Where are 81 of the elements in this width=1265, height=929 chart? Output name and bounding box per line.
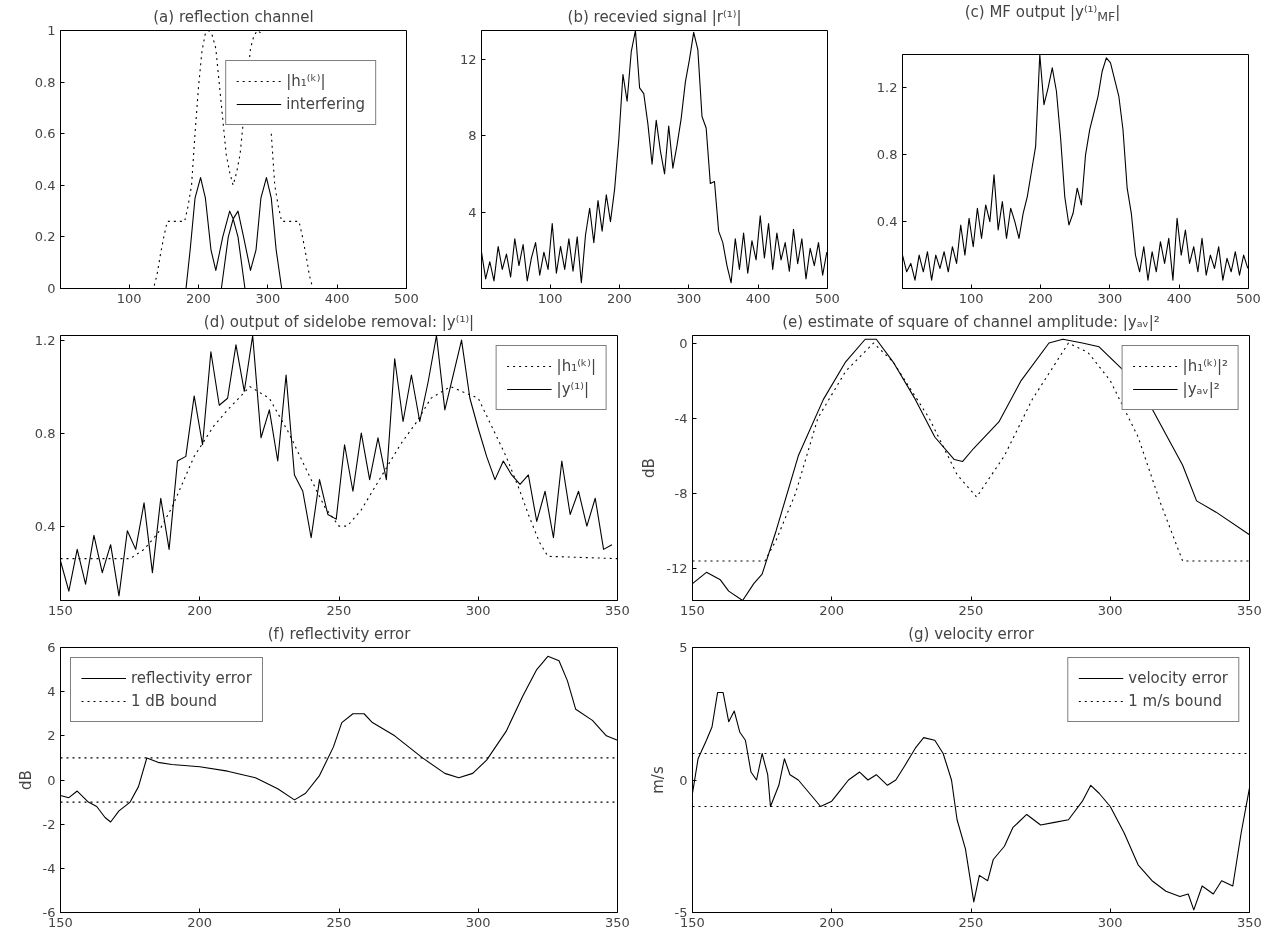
chart-title: (c) MF output |y⁽¹⁾$_{MF}$| — [963, 2, 1122, 26]
x-tick-label: 250 — [958, 602, 984, 618]
x-tick-label: 400 — [745, 290, 771, 306]
x-tick-label: 350 — [605, 914, 630, 929]
x-tick-label: 200 — [819, 602, 845, 618]
chart-title: (d) output of sidelobe removal: |y⁽¹⁾| — [203, 312, 475, 331]
line-series — [692, 338, 1250, 601]
y-tick-label: 6 — [47, 640, 56, 655]
y-tick-label: 4 — [47, 684, 56, 700]
x-tick-label: 200 — [1028, 290, 1053, 306]
y-tick-label: -4 — [674, 410, 688, 426]
y-tick-label: 0 — [679, 772, 688, 788]
y-tick-label: -8 — [674, 485, 688, 501]
legend-label: |h₁⁽ᵏ⁾| — [286, 72, 326, 90]
x-tick-label: 100 — [116, 290, 142, 306]
legend-label: |y⁽¹⁾| — [556, 380, 589, 398]
x-tick-label: 500 — [1236, 290, 1261, 306]
chart-title: (e) estimate of square of channel amplitude: |yₐᵥ|² — [782, 312, 1160, 331]
legend-label: |yₐᵥ|² — [1182, 380, 1220, 398]
legend-label: |h₁⁽ᵏ⁾| — [556, 357, 596, 375]
y-tick-label: -2 — [42, 816, 56, 832]
x-tick-label: 300 — [676, 290, 702, 306]
x-tick-label: 150 — [48, 602, 73, 618]
y-axis-title: dB — [640, 458, 659, 478]
x-tick-label: 300 — [255, 290, 281, 306]
y-tick-label: 0 — [47, 281, 56, 296]
x-tick-label: 300 — [1097, 914, 1123, 929]
x-tick-label: 200 — [607, 290, 632, 306]
chart-title: (g) velocity error — [908, 624, 1035, 643]
y-tick-label: 0.4 — [34, 518, 56, 534]
y-tick-label: 1.2 — [34, 332, 56, 348]
y-tick-label: 0.8 — [34, 74, 56, 90]
y-tick-label: 0.8 — [34, 425, 56, 441]
y-axis-title: m/s — [648, 766, 667, 794]
y-tick-label: -12 — [666, 561, 688, 577]
x-tick-label: 350 — [1237, 602, 1262, 618]
y-tick-label: 2 — [47, 728, 56, 744]
y-tick-label: 0 — [47, 772, 56, 788]
y-tick-label: 0.4 — [34, 177, 56, 193]
y-tick-label: 0 — [679, 335, 688, 351]
x-tick-label: 350 — [605, 602, 630, 618]
x-tick-label: 250 — [958, 914, 984, 929]
y-tick-label: 12 — [459, 51, 477, 67]
y-tick-label: 1 — [47, 23, 56, 38]
y-tick-label: 8 — [468, 128, 477, 144]
y-tick-label: 0.8 — [876, 147, 898, 163]
x-tick-label: 300 — [1097, 602, 1123, 618]
y-tick-label: 5 — [679, 640, 688, 655]
legend-label: 1 m/s bound — [1128, 692, 1223, 710]
legend-label: interfering — [286, 95, 365, 113]
legend-label: |h₁⁽ᵏ⁾|² — [1182, 357, 1228, 375]
x-tick-label: 150 — [680, 602, 705, 618]
y-tick-label: 0.4 — [876, 214, 898, 230]
x-tick-label: 200 — [187, 914, 213, 929]
x-tick-label: 300 — [465, 602, 491, 618]
y-tick-label: 0.6 — [34, 126, 56, 142]
x-tick-label: 400 — [1166, 290, 1192, 306]
chart-title: (a) reflection channel — [153, 7, 314, 26]
x-tick-label: 200 — [186, 290, 211, 306]
legend-label: reflectivity error — [131, 669, 252, 687]
legend-label: velocity error — [1128, 669, 1228, 687]
chart-title: (f) reflectivity error — [267, 624, 412, 643]
y-axis-title: dB — [16, 770, 35, 790]
x-tick-label: 350 — [1237, 914, 1262, 929]
x-tick-label: 300 — [1097, 290, 1123, 306]
x-tick-label: 200 — [187, 602, 213, 618]
x-tick-label: 400 — [324, 290, 350, 306]
x-tick-label: 200 — [819, 914, 845, 929]
x-tick-label: 500 — [815, 290, 840, 306]
x-tick-label: 100 — [537, 290, 563, 306]
legend-label: 1 dB bound — [131, 692, 218, 710]
y-tick-label: -4 — [42, 860, 56, 876]
x-tick-label: 250 — [326, 602, 352, 618]
x-tick-label: 500 — [394, 290, 419, 306]
x-tick-label: 300 — [465, 914, 491, 929]
y-tick-label: 1.2 — [876, 80, 898, 96]
y-tick-label: 0.2 — [34, 229, 56, 245]
y-tick-label: 4 — [468, 204, 477, 220]
x-tick-label: 100 — [958, 290, 984, 306]
chart-title: (b) recevied signal |r⁽¹⁾| — [567, 7, 742, 26]
x-tick-label: 250 — [326, 914, 352, 929]
